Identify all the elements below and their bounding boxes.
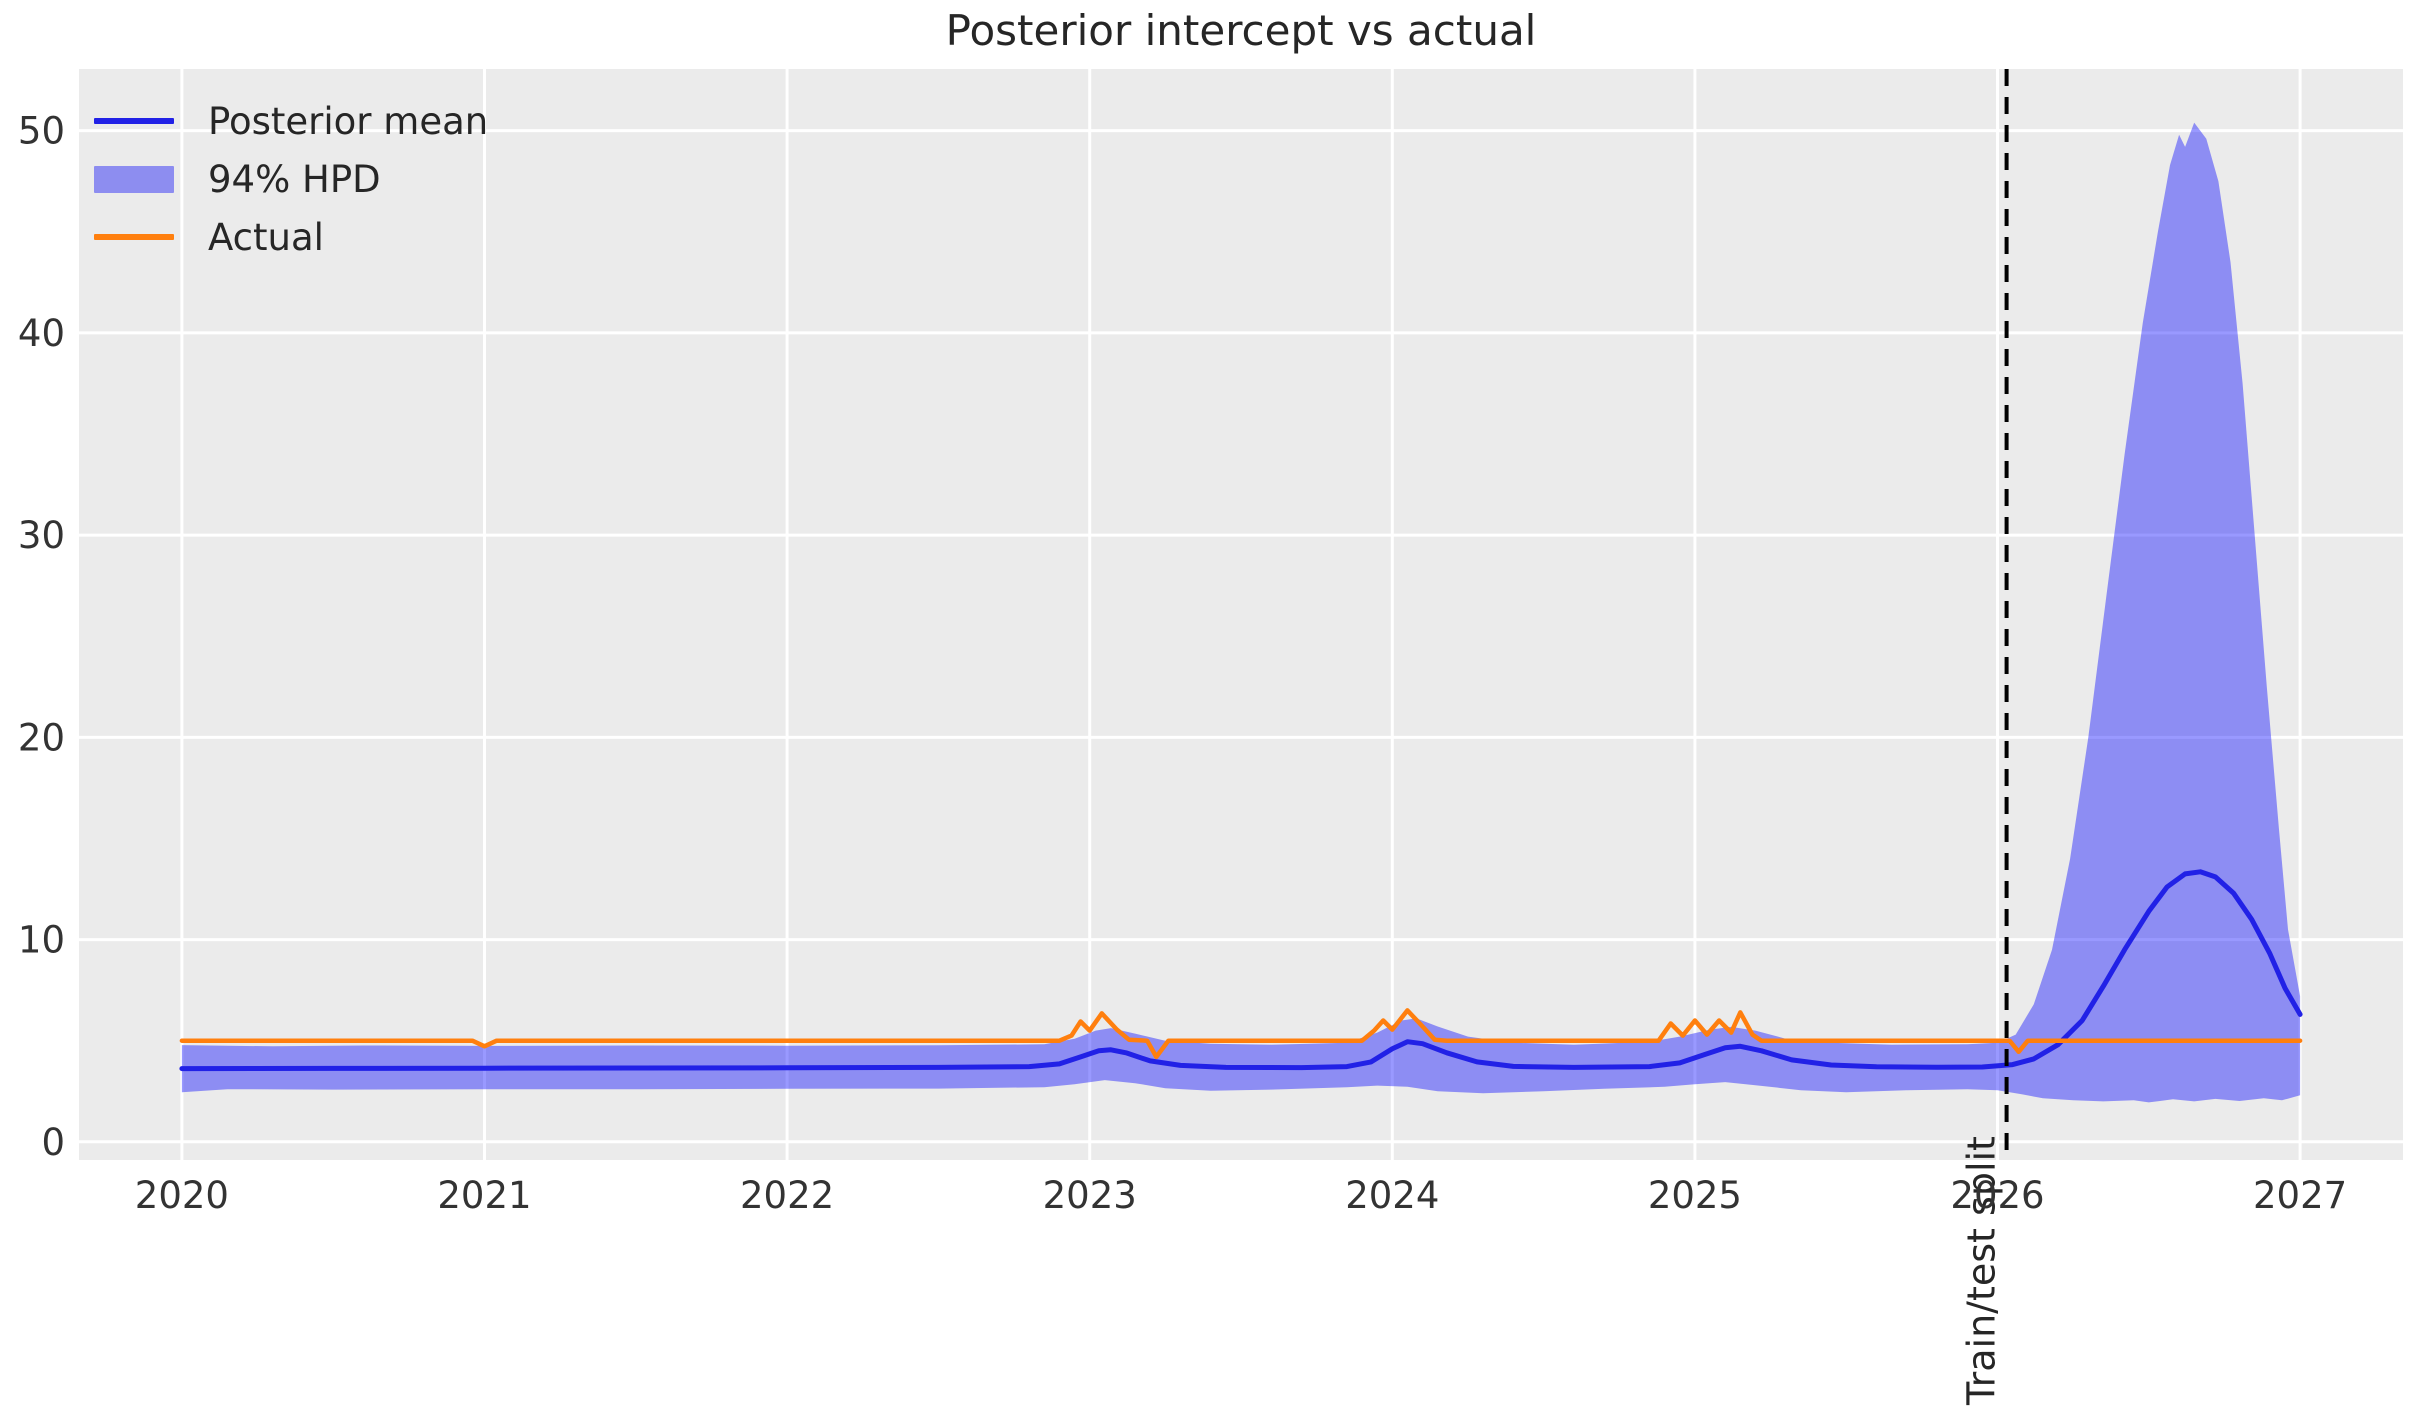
x-tick-label: 2022 [740, 1174, 834, 1217]
legend-label: 94% HPD [208, 157, 381, 201]
y-tick-label: 40 [18, 312, 65, 355]
legend-item-actual: Actual [94, 208, 488, 266]
x-tick-label: 2025 [1648, 1174, 1742, 1217]
x-tick-label: 2020 [135, 1174, 229, 1217]
legend-line-sample-orange [94, 234, 174, 240]
legend-line-sample-blue [94, 118, 174, 124]
legend-item-posterior-mean: Posterior mean [94, 92, 488, 150]
legend-patch-sample-hpd [94, 165, 174, 193]
series-line-actual [179, 1008, 2303, 1060]
legend-label: Actual [208, 215, 324, 259]
y-tick-label: 20 [18, 716, 65, 759]
y-tick-label: 10 [18, 919, 65, 962]
train-test-split-label: Train/test split [1960, 1136, 2004, 1406]
chart-title: Posterior intercept vs actual [945, 6, 1537, 55]
hpd-band [181, 122, 2301, 1103]
x-tick-label: 2024 [1345, 1174, 1439, 1217]
legend-item-hpd: 94% HPD [94, 150, 488, 208]
x-tick-label: 2026 [1950, 1174, 2044, 1217]
x-tick-label: 2027 [2253, 1174, 2347, 1217]
series-line-posterior-mean [179, 869, 2303, 1072]
legend: Posterior mean 94% HPD Actual [94, 92, 488, 266]
y-tick-label: 0 [41, 1121, 65, 1164]
y-tick-label: 30 [18, 514, 65, 557]
legend-label: Posterior mean [208, 99, 489, 143]
x-tick-label: 2021 [437, 1174, 531, 1217]
x-tick-label: 2023 [1043, 1174, 1137, 1217]
axes-background [79, 69, 2403, 1160]
y-tick-label: 50 [18, 110, 65, 153]
